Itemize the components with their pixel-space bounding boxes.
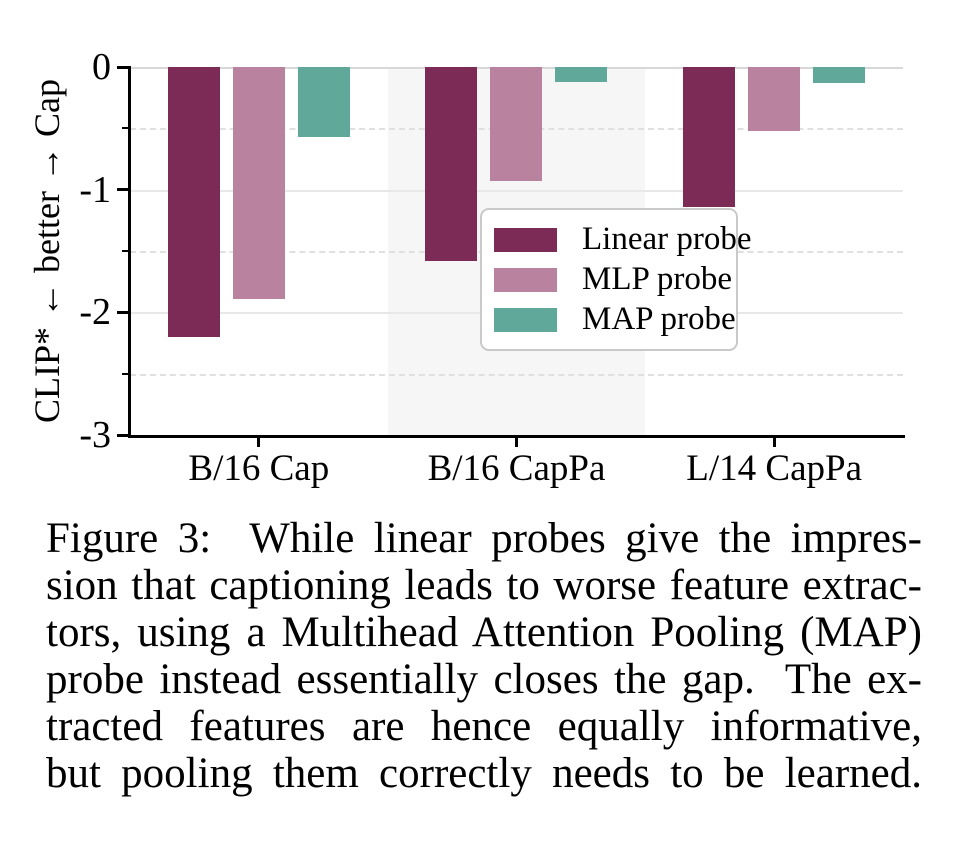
bar-map-probe-b-16-cap [297,67,350,137]
bar-group-b-16-cappa [388,67,646,435]
legend-swatch-linear-probe [494,227,557,252]
legend-swatch-mlp-probe [494,267,557,292]
gridline--2.5 [130,373,903,376]
caption-line-1: Figure 3: While linear probes give the i… [46,515,922,562]
legend-label-mlp-probe: MLP probe [582,261,733,297]
y-tick-label--2: -2 [79,291,111,334]
bar-map-probe-b-16-cappa [555,67,608,82]
x-axis-spine [128,435,905,438]
legend-item-mlp-probe: MLP probe [494,263,734,296]
bar-mlp-probe-l-14-cappa [748,67,801,131]
legend-item-linear-probe: Linear probe [494,223,752,256]
bar-linear-probe-b-16-cap [167,67,220,337]
figure-caption: Figure 3: While linear probes give the i… [46,515,922,797]
legend-label-map-probe: MAP probe [582,301,736,337]
y-tick--1 [117,188,129,192]
y-tick--3 [117,433,129,437]
y-minor-tick--0.5 [122,127,129,130]
legend-item-map-probe: MAP probe [494,301,736,337]
caption-line-3: tors, using a Multihead Attention Poolin… [46,609,922,656]
legend-swatch-map-probe [494,307,557,332]
y-minor-tick--2.5 [122,372,129,375]
bar-group-b-16-cap [130,67,388,435]
x-tick-label-b-16-cap: B/16 Cap [188,448,330,489]
legend: Linear probe MLP probe MAP probe [480,208,752,351]
y-tick-0 [117,65,129,69]
caption-line-5: tracted features are hence equally infor… [46,703,922,750]
x-tick-b-16-cappa [515,438,518,447]
y-tick--2 [117,310,129,314]
figure-3-chart: CLIP* ← better → Cap Linear probe MLP pro… [27,46,905,489]
x-tick-b-16-cap [257,438,261,447]
x-tick-label-b-16-cappa: B/16 CapPa [427,448,606,489]
caption-line-6: but pooling them correctly needs to be l… [46,750,922,797]
bar-map-probe-l-14-cappa [813,67,866,83]
y-axis-spine [128,66,131,438]
y-tick-label--3: -3 [79,414,111,456]
y-axis-label: CLIP* ← better → Cap [27,79,67,423]
y-tick-label--1: -1 [79,168,111,211]
bar-mlp-probe-b-16-cappa [490,67,543,182]
bar-linear-probe-b-16-cappa [425,67,478,261]
bar-linear-probe-l-14-cappa [683,67,736,207]
gridline--1 [130,189,903,192]
y-tick-label-0: 0 [92,46,111,88]
bar-mlp-probe-b-16-cap [232,67,285,299]
bar-group-l-14-cappa [645,67,903,435]
caption-line-2: sion that captioning leads to worse feat… [46,562,922,609]
legend-label-linear-probe: Linear probe [582,221,752,257]
x-tick-label-l-14-cappa: L/14 CapPa [686,448,863,489]
y-minor-tick--1.5 [122,250,129,252]
x-tick-l-14-cappa [772,438,776,447]
caption-line-4: probe instead essentially closes the gap… [46,656,922,703]
